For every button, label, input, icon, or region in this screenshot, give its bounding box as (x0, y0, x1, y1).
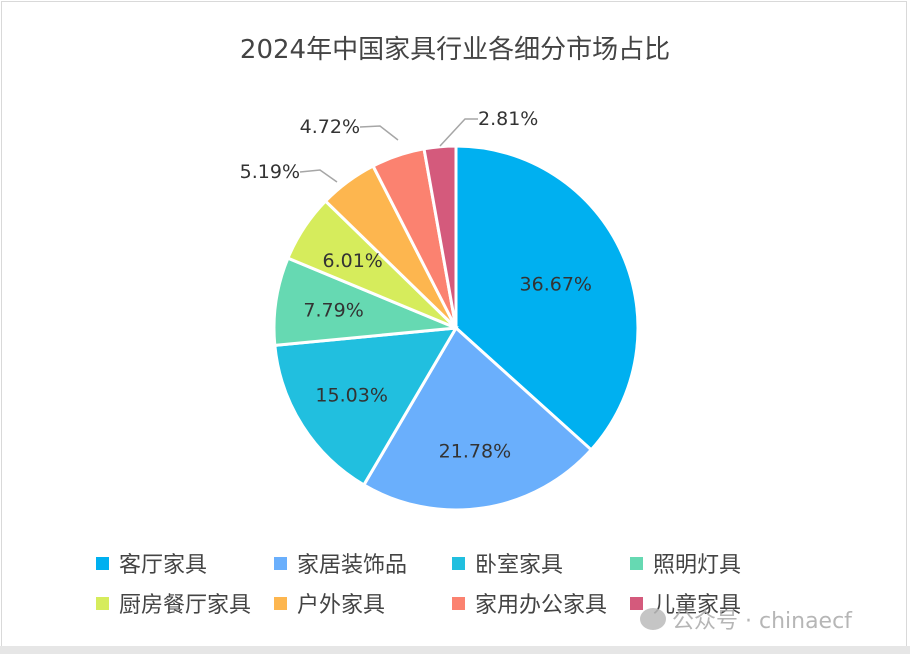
data-label: 2.81% (478, 108, 538, 130)
data-label: 5.19% (240, 161, 300, 183)
legend-label: 户外家具 (297, 593, 386, 618)
legend-swatch (452, 596, 465, 610)
legend-item: 卧室家具 (452, 548, 630, 578)
leader-line (359, 125, 399, 141)
legend-swatch (96, 596, 109, 610)
legend: 客厅家具 家居装饰品 卧室家具 照明灯具厨房餐厅家具 户外家具 家用办公家具 儿童家具 (96, 548, 816, 618)
legend-item: 家用办公家具 (452, 588, 630, 618)
pie-slice-2 (361, 325, 594, 512)
data-label: 4.72% (300, 116, 360, 138)
legend-swatch (452, 556, 465, 570)
chart-title: 2024年中国家具行业各细分市场占比 (240, 35, 670, 65)
bottom-bar (0, 646, 910, 654)
legend-swatch (96, 556, 109, 570)
legend-label: 卧室家具 (475, 553, 564, 578)
legend-swatch (274, 556, 287, 570)
legend-label: 家用办公家具 (475, 593, 608, 618)
watermark: 公众号 · chinaecf (640, 603, 852, 635)
wechat-icon (640, 608, 666, 630)
legend-item: 照明灯具 (630, 548, 808, 578)
legend-item: 客厅家具 (96, 548, 274, 578)
pie-slice-1 (454, 144, 640, 452)
pie-slice-8 (422, 144, 458, 329)
watermark-text: 公众号 · chinaecf (672, 609, 852, 634)
pie-slice-3 (273, 326, 459, 487)
data-label: 21.78% (439, 440, 511, 462)
legend-label: 儿童家具 (653, 593, 742, 618)
leader-line (299, 169, 338, 183)
data-label: 7.79% (303, 300, 363, 322)
legend-swatch (274, 596, 287, 610)
data-label: 15.03% (315, 385, 387, 407)
legend-label: 客厅家具 (119, 553, 208, 578)
legend-label: 厨房餐厅家具 (119, 593, 252, 618)
legend-item: 家居装饰品 (274, 548, 452, 578)
data-label: 6.01% (322, 250, 382, 272)
legend-item: 户外家具 (274, 588, 452, 618)
legend-swatch (630, 556, 643, 570)
data-label: 36.67% (520, 274, 592, 296)
legend-item: 儿童家具 (630, 588, 808, 618)
leader-line (439, 118, 478, 147)
legend-label: 家居装饰品 (297, 553, 408, 578)
legend-swatch (630, 596, 643, 610)
legend-item: 厨房餐厅家具 (96, 588, 274, 618)
legend-label: 照明灯具 (653, 553, 742, 578)
